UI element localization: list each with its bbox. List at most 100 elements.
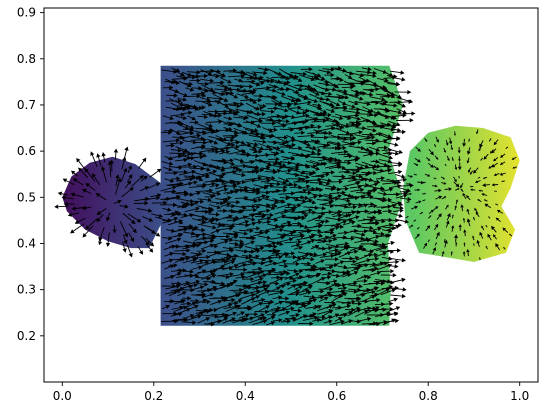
quiver-arrow [377, 320, 388, 325]
quiver-arrow [258, 271, 273, 279]
quiver-arrow [209, 183, 220, 188]
quiver-arrow [362, 194, 374, 200]
quiver-arrow [496, 209, 504, 214]
quiver-arrow [354, 209, 369, 214]
quiver-arrow [500, 153, 506, 158]
quiver-arrow [253, 105, 264, 111]
quiver-arrow [388, 212, 403, 218]
quiver-arrow [128, 232, 135, 243]
quiver-arrow [244, 185, 257, 192]
quiver-arrow [201, 292, 215, 299]
quiver-arrow [290, 71, 308, 77]
quiver-arrow [277, 135, 288, 140]
quiver-arrow [196, 145, 206, 150]
quiver-arrow [300, 261, 312, 266]
quiver-arrow [258, 203, 276, 210]
quiver-arrow [270, 281, 280, 286]
quiver-arrow [265, 88, 277, 93]
quiver-arrow [173, 220, 184, 225]
quiver-arrow [184, 206, 200, 213]
quiver-arrow [246, 71, 258, 77]
quiver-arrow [227, 129, 239, 135]
quiver-arrow [145, 237, 154, 247]
quiver-arrow [182, 296, 192, 301]
quiver-arrow [457, 162, 462, 171]
quiver-arrow [196, 73, 209, 79]
quiver-arrow [170, 112, 185, 117]
quiver-arrow [336, 128, 351, 135]
quiver-arrow [285, 316, 297, 322]
quiver-arrow [481, 225, 485, 231]
quiver-arrow [191, 265, 203, 270]
quiver-arrow [278, 177, 290, 183]
quiver-arrow [399, 111, 416, 116]
quiver-arrow [432, 184, 438, 188]
quiver-arrow [342, 110, 361, 115]
quiver-arrow [328, 236, 338, 241]
x-tick-label: 0.4 [236, 389, 255, 403]
quiver-arrow [382, 301, 394, 306]
quiver-arrow [183, 81, 193, 87]
quiver-arrow [393, 191, 408, 196]
quiver-arrow [379, 240, 395, 247]
quiver-arrow [462, 251, 466, 257]
quiver-arrow [484, 203, 492, 209]
quiver-arrow [277, 114, 289, 119]
quiver-arrow [166, 93, 178, 98]
quiver-arrow [151, 200, 168, 205]
quiver-arrow [169, 244, 180, 249]
quiver-arrow [324, 300, 336, 305]
quiver-arrow [214, 184, 228, 190]
quiver-arrow [454, 164, 458, 171]
quiver-arrow [225, 161, 236, 166]
quiver-arrow [406, 201, 410, 203]
quiver-arrow [246, 165, 259, 171]
quiver-arrow [348, 100, 359, 106]
quiver-arrow [252, 194, 267, 200]
quiver-arrow [179, 287, 195, 293]
quiver-arrow [289, 105, 302, 110]
y-tick-label: 0.8 [17, 52, 36, 66]
quiver-arrow [342, 220, 356, 226]
quiver-arrow [169, 151, 187, 156]
quiver-arrow [317, 238, 333, 244]
quiver-arrow [189, 120, 199, 125]
quiver-arrow [151, 213, 164, 218]
quiver-arrow [260, 178, 272, 183]
quiver-arrow [233, 299, 243, 304]
quiver-arrow [361, 295, 376, 303]
quiver-arrow [136, 208, 153, 213]
quiver-arrow [267, 267, 276, 272]
quiver-arrow [286, 87, 300, 94]
quiver-arrow [96, 214, 104, 222]
quiver-arrow [124, 180, 132, 189]
quiver-arrow [488, 216, 491, 219]
quiver-arrow [291, 243, 301, 248]
quiver-arrow [400, 99, 413, 104]
quiver-arrow [361, 275, 372, 280]
quiver-arrow [450, 145, 454, 151]
quiver-arrow [319, 203, 335, 208]
quiver-arrow [259, 208, 271, 213]
quiver-arrow [251, 266, 263, 272]
quiver-arrow [469, 170, 474, 175]
quiver-arrow [280, 296, 290, 301]
quiver-arrow [325, 257, 339, 262]
quiver-arrow [306, 228, 322, 234]
quiver-arrow [183, 279, 201, 287]
quiver-arrow [191, 191, 201, 196]
quiver-arrow [453, 176, 457, 183]
quiver-arrow [334, 291, 346, 298]
quiver-arrow [463, 242, 466, 247]
quiver-arrow [225, 257, 237, 263]
quiver-arrow [184, 133, 202, 138]
quiver-arrow [299, 195, 309, 201]
quiver-arrow [312, 215, 323, 220]
quiver-arrow [331, 210, 343, 216]
quiver-arrow [63, 201, 75, 207]
x-tick-label: 0.6 [327, 389, 346, 403]
quiver-arrow [367, 286, 379, 292]
quiver-arrow [455, 188, 460, 191]
quiver-arrow [161, 283, 177, 289]
quiver-arrow [407, 175, 413, 178]
